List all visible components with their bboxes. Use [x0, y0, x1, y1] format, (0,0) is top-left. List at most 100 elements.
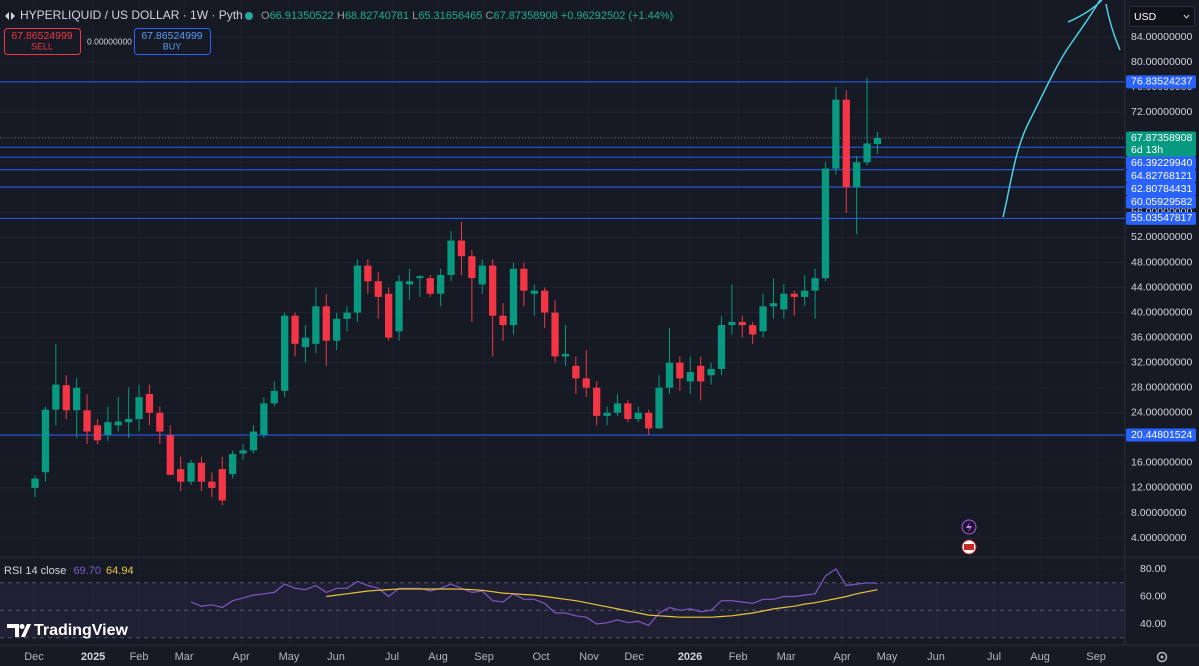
- grid: [0, 36, 1125, 639]
- candle-body: [62, 385, 70, 411]
- level-label: 20.44801524: [1131, 429, 1192, 441]
- candle-body: [790, 293, 798, 297]
- sell-box[interactable]: [4, 28, 81, 55]
- level-label: 60.05929582: [1131, 196, 1192, 208]
- x-tick-label: Nov: [579, 651, 599, 663]
- logo-mark: [7, 624, 31, 637]
- candle-body: [260, 403, 268, 435]
- x-tick-label: Feb: [130, 651, 149, 663]
- buy-button[interactable]: 67.86524999 BUY: [134, 28, 211, 55]
- candle-body: [270, 390, 278, 404]
- last-price-tag: [1126, 131, 1196, 157]
- candle-body: [853, 162, 861, 188]
- y-tick-label: 44.00000000: [1131, 281, 1192, 293]
- brand-logo[interactable]: TradingView: [7, 622, 129, 639]
- dropdown-arrow: [1183, 14, 1190, 19]
- candle-body: [551, 312, 559, 357]
- candle-body: [468, 256, 476, 279]
- candle-body: [832, 99, 840, 169]
- candle-body: [83, 410, 91, 432]
- currency-box[interactable]: [1129, 6, 1195, 27]
- x-tick-label: 2026: [678, 651, 702, 663]
- event-icon-glyph: [966, 522, 972, 532]
- candle-body: [301, 337, 310, 348]
- y-tick-label: 48.00000000: [1131, 256, 1192, 268]
- candle-body: [821, 168, 830, 279]
- level-tag: [1126, 211, 1196, 225]
- ohlc-value: 68.82740781: [345, 10, 409, 22]
- candle-body: [686, 372, 694, 382]
- x-tick-label: Aug: [428, 651, 448, 663]
- candle-body: [93, 425, 102, 441]
- settings[interactable]: [1156, 651, 1168, 663]
- candle-body: [863, 143, 871, 163]
- candle-body: [437, 274, 445, 294]
- rsi-tick-label: 40.00: [1140, 618, 1166, 630]
- candle-body: [811, 278, 819, 291]
- ohlc-legend: O66.91350522 H68.82740781 L65.31656465 C…: [261, 10, 673, 22]
- candle-body: [728, 321, 736, 326]
- candle-body: [125, 419, 133, 423]
- level-label: 76.83524237: [1131, 76, 1192, 88]
- y-tick-label: 80.00000000: [1131, 56, 1192, 68]
- candle-body: [634, 412, 642, 420]
- candle-body: [353, 265, 362, 313]
- candle-body: [104, 422, 112, 435]
- candle-body: [769, 303, 778, 307]
- last-price-label: 67.87358908: [1131, 132, 1192, 144]
- y-tick-label: 84.00000000: [1131, 31, 1192, 43]
- candle-body: [177, 469, 185, 482]
- level-label: 66.39229940: [1131, 157, 1192, 169]
- candle-body: [416, 276, 424, 279]
- x-tick-label: Feb: [729, 651, 748, 663]
- candle-body: [457, 240, 466, 257]
- drawing-curve[interactable]: [1002, 0, 1121, 218]
- candle-body: [801, 290, 809, 297]
- candle-body: [385, 293, 393, 338]
- candle-body: [572, 365, 580, 379]
- x-tick-label: Mar: [175, 651, 194, 663]
- candle-body: [613, 403, 622, 413]
- candle-body: [145, 393, 154, 413]
- candle-body: [603, 412, 611, 416]
- ohlc-key: H: [337, 10, 345, 22]
- currency-select[interactable]: USD: [1129, 6, 1195, 27]
- collapse-icon[interactable]: [5, 12, 15, 20]
- rsi-value: 69.70: [73, 565, 101, 577]
- candle-body: [655, 387, 663, 429]
- candle-body: [530, 290, 538, 294]
- candle-body: [312, 306, 320, 344]
- rsi-tick-label: 80.00: [1140, 563, 1166, 575]
- candle-body: [499, 315, 507, 326]
- market-status: [245, 12, 253, 20]
- buy-label: BUY: [163, 41, 182, 51]
- candle-body: [624, 403, 632, 420]
- candle-body: [114, 421, 122, 426]
- gear-icon[interactable]: [1156, 651, 1168, 663]
- candle-body: [447, 240, 455, 275]
- candle-body: [374, 281, 382, 297]
- ohlc-value: 67.87358908: [493, 10, 557, 22]
- candle-body: [780, 293, 788, 310]
- candle-body: [759, 306, 767, 332]
- candle-body: [291, 315, 299, 344]
- rsi-title: RSI 14 close: [4, 565, 66, 577]
- candle-body: [156, 412, 164, 432]
- y-tick-label: 28.00000000: [1131, 382, 1192, 394]
- candle-body: [665, 362, 674, 388]
- x-tick-label: Jul: [385, 651, 399, 663]
- rsi-ma-line: [326, 588, 878, 618]
- candle-body: [478, 265, 486, 285]
- x-tick-label: Dec: [624, 651, 644, 663]
- y-tick-label: 24.00000000: [1131, 407, 1192, 419]
- sell-button[interactable]: 67.86524999 SELL: [4, 28, 81, 55]
- buy-box[interactable]: [134, 28, 211, 55]
- x-tick-label: Dec: [24, 651, 44, 663]
- candle-body: [561, 353, 570, 357]
- logo-dot: [19, 624, 25, 629]
- level-tag: [1126, 156, 1196, 170]
- rsi-legend: RSI 14 close 69.70 64.94: [4, 565, 134, 577]
- candle-body: [187, 462, 195, 482]
- price-axis[interactable]: [1125, 0, 1199, 645]
